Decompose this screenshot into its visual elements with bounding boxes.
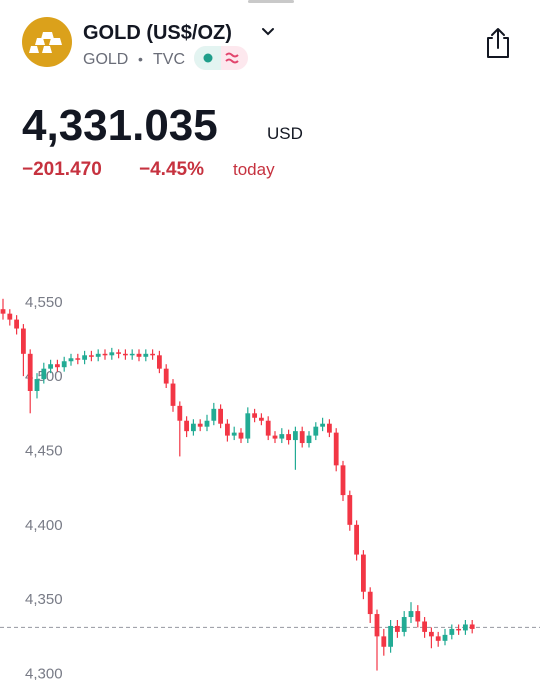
candle-body (245, 413, 251, 439)
y-tick-label: 4,400 (25, 517, 63, 534)
exchange: TVC (153, 51, 185, 68)
candle-body (354, 524, 359, 555)
candle-body (422, 621, 427, 632)
candle-body (225, 423, 230, 436)
candle-body (211, 408, 217, 421)
share-button[interactable] (487, 28, 509, 58)
candle-body (184, 420, 189, 432)
change-period: today (233, 160, 275, 179)
candle-body (27, 353, 33, 391)
candle-body (68, 358, 74, 362)
candle-body (109, 352, 115, 356)
candle-body (34, 379, 40, 391)
price-change: −201.470 (22, 159, 102, 180)
candle-body (116, 352, 121, 354)
candle-body (415, 611, 421, 622)
candle-body (374, 614, 380, 637)
symbol-code: GOLD (83, 51, 128, 68)
candle-body (218, 408, 223, 424)
candle-body (347, 495, 353, 525)
candle-body (150, 353, 155, 356)
candle-body (95, 353, 101, 357)
candle-body (442, 634, 448, 641)
y-tick-label: 4,450 (25, 442, 63, 459)
candle-body (469, 624, 475, 629)
dropdown-chevron[interactable] (262, 28, 274, 36)
candle-body (456, 628, 461, 631)
candle-body (435, 636, 441, 641)
status-badge (194, 46, 248, 70)
candle-body (0, 309, 6, 314)
candle-body (449, 628, 455, 635)
candle-body (21, 328, 26, 354)
candle-body (367, 591, 373, 615)
candle-body (75, 358, 81, 360)
candle-body (259, 417, 264, 421)
price: 4,331.035 (22, 101, 218, 150)
candle-body (197, 423, 203, 427)
candle-body (82, 355, 87, 360)
candle-body (7, 313, 13, 320)
y-tick-label: 4,350 (25, 591, 63, 608)
candle-body (401, 617, 407, 632)
candle-body (463, 624, 468, 631)
symbol-logo (22, 17, 72, 67)
symbol-title[interactable]: GOLD (US$/OZ) (83, 22, 232, 44)
candle-body (89, 355, 94, 357)
candle-body (204, 420, 210, 427)
candle-body (313, 426, 319, 436)
candle-body (61, 361, 67, 368)
separator: • (138, 51, 143, 67)
candle-body (265, 420, 271, 436)
candle-body (238, 432, 244, 439)
candle-body (333, 432, 339, 466)
candle-body (327, 423, 332, 433)
candle-body (388, 625, 393, 647)
candle-body (340, 465, 346, 496)
y-tick-label: 4,550 (25, 294, 63, 311)
top-handle (248, 0, 294, 3)
percent-change: −4.45% (139, 159, 204, 180)
candle-body (48, 364, 53, 369)
candle-body (231, 432, 237, 436)
candle-body (170, 383, 176, 406)
candle-body (55, 364, 60, 368)
candle-body (429, 631, 434, 637)
candle-body (293, 431, 298, 441)
candle-body (123, 353, 128, 356)
candle-body (361, 554, 366, 592)
candle-body (306, 435, 312, 444)
candle-body (395, 625, 400, 632)
candle-body (102, 353, 108, 356)
candle-body (408, 611, 414, 618)
candle-body (279, 434, 285, 439)
currency: USD (267, 124, 303, 143)
candle-body (163, 368, 169, 384)
candle-body (252, 413, 257, 418)
candle-body (143, 353, 149, 357)
candle-body (157, 355, 162, 369)
candle-body (136, 353, 142, 357)
candle-body (320, 423, 325, 427)
candle-body (272, 435, 278, 439)
candle-body (191, 423, 196, 432)
candle-body (129, 353, 135, 356)
candle-body (14, 319, 19, 329)
y-tick-label: 4,300 (25, 666, 63, 680)
candle-body (381, 636, 387, 647)
candle-body (299, 431, 305, 444)
candle-body (177, 405, 183, 421)
candle-body (41, 368, 47, 380)
candle-body (286, 434, 291, 441)
